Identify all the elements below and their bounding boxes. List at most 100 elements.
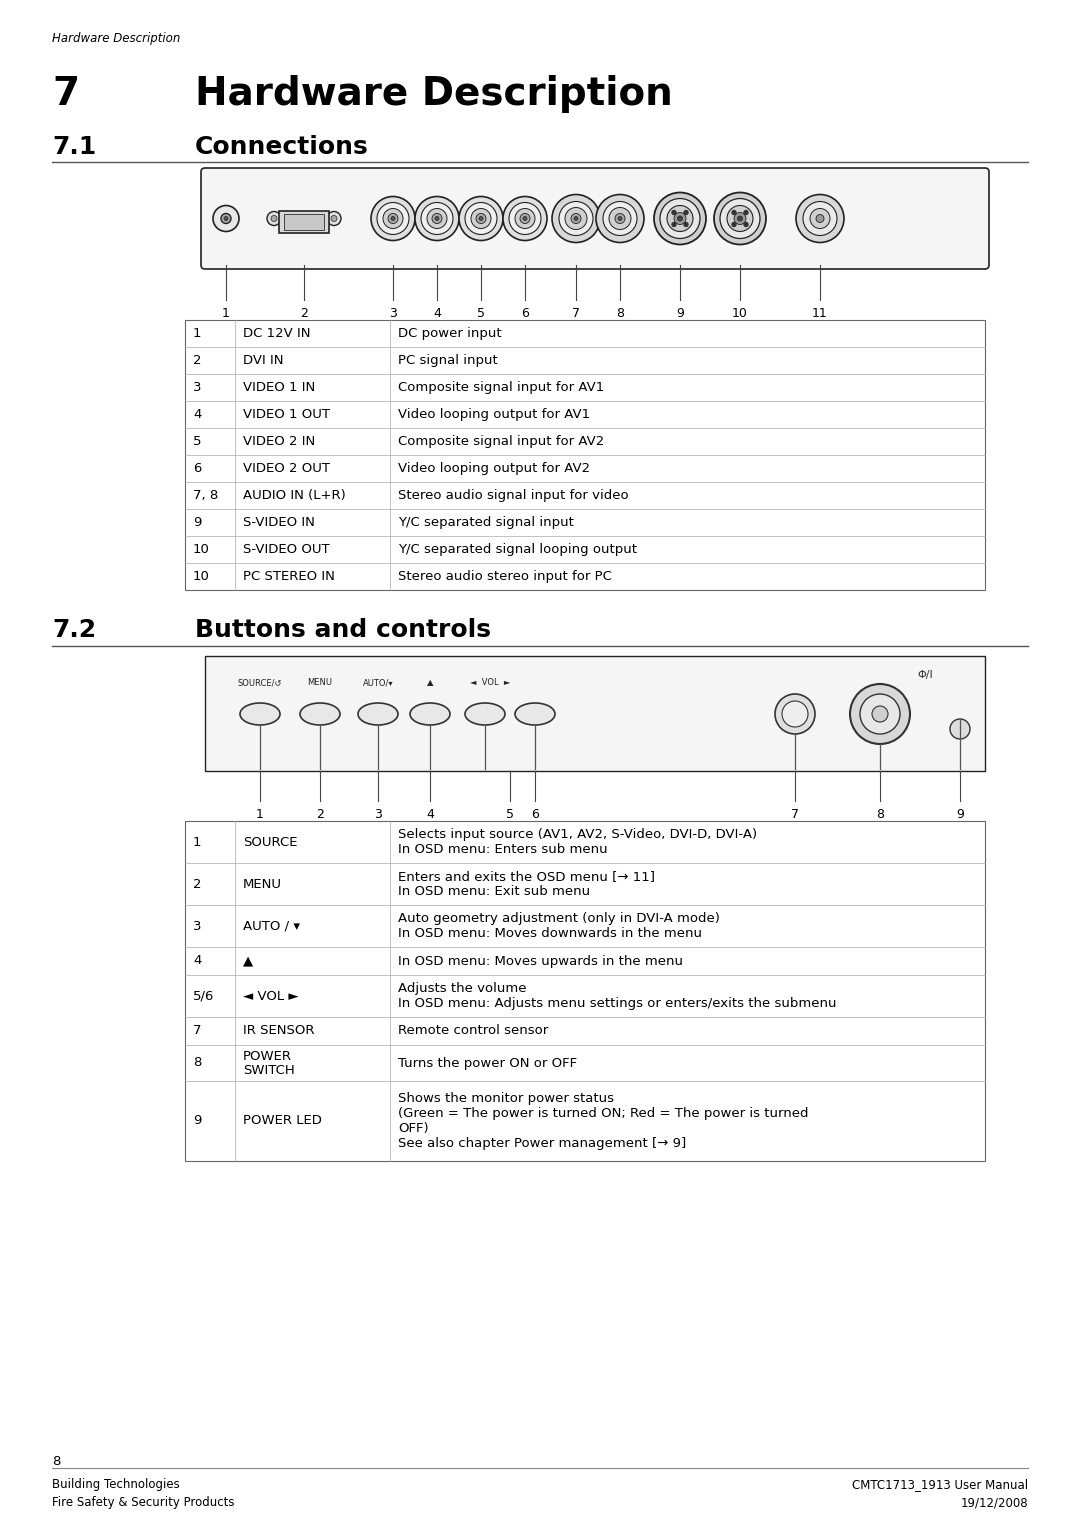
Text: 3: 3 bbox=[193, 919, 202, 933]
Text: Adjusts the volume: Adjusts the volume bbox=[399, 982, 527, 996]
Circle shape bbox=[515, 209, 535, 229]
Circle shape bbox=[432, 214, 442, 223]
Text: 1: 1 bbox=[222, 307, 230, 321]
Circle shape bbox=[615, 214, 625, 223]
Circle shape bbox=[427, 209, 447, 229]
Circle shape bbox=[684, 211, 688, 214]
Text: 9: 9 bbox=[676, 307, 684, 321]
Text: VIDEO 1 IN: VIDEO 1 IN bbox=[243, 382, 315, 394]
Text: 10: 10 bbox=[193, 570, 210, 583]
Text: 3: 3 bbox=[389, 307, 397, 321]
Circle shape bbox=[327, 212, 341, 226]
Circle shape bbox=[782, 701, 808, 727]
Circle shape bbox=[471, 209, 491, 229]
Text: PC signal input: PC signal input bbox=[399, 354, 498, 366]
Circle shape bbox=[213, 206, 239, 232]
Text: 6: 6 bbox=[193, 463, 201, 475]
Circle shape bbox=[224, 217, 228, 220]
Text: 9: 9 bbox=[193, 516, 201, 528]
Text: 11: 11 bbox=[812, 307, 828, 321]
Text: Shows the monitor power status: Shows the monitor power status bbox=[399, 1092, 615, 1106]
Circle shape bbox=[734, 212, 746, 224]
Text: S-VIDEO OUT: S-VIDEO OUT bbox=[243, 544, 329, 556]
Text: 4: 4 bbox=[433, 307, 441, 321]
Circle shape bbox=[654, 192, 706, 244]
Circle shape bbox=[744, 223, 748, 226]
Text: In OSD menu: Moves upwards in the menu: In OSD menu: Moves upwards in the menu bbox=[399, 954, 683, 968]
Text: VIDEO 2 OUT: VIDEO 2 OUT bbox=[243, 463, 330, 475]
Text: 7: 7 bbox=[193, 1025, 202, 1037]
Circle shape bbox=[503, 197, 546, 240]
Text: ▲: ▲ bbox=[427, 678, 433, 687]
Text: Φ/I: Φ/I bbox=[917, 670, 933, 680]
Text: 8: 8 bbox=[52, 1455, 60, 1467]
Circle shape bbox=[571, 214, 581, 223]
Text: 4: 4 bbox=[427, 808, 434, 822]
Circle shape bbox=[677, 215, 683, 221]
Circle shape bbox=[609, 208, 631, 229]
Text: Building Technologies: Building Technologies bbox=[52, 1478, 179, 1490]
Text: In OSD menu: Adjusts menu settings or enters/exits the submenu: In OSD menu: Adjusts menu settings or en… bbox=[399, 997, 837, 1009]
Text: 2: 2 bbox=[193, 878, 202, 890]
Text: 10: 10 bbox=[732, 307, 748, 321]
Text: OFF): OFF) bbox=[399, 1122, 429, 1135]
Text: IR SENSOR: IR SENSOR bbox=[243, 1025, 314, 1037]
Text: Fire Safety & Security Products: Fire Safety & Security Products bbox=[52, 1496, 234, 1509]
Text: POWER LED: POWER LED bbox=[243, 1115, 322, 1127]
Text: 5: 5 bbox=[507, 808, 514, 822]
Text: ▲: ▲ bbox=[243, 954, 253, 968]
Circle shape bbox=[684, 223, 688, 226]
Circle shape bbox=[476, 214, 486, 223]
Text: 5: 5 bbox=[193, 435, 202, 447]
Text: Buttons and controls: Buttons and controls bbox=[195, 618, 491, 641]
Circle shape bbox=[565, 208, 588, 229]
Text: SOURCE/↺: SOURCE/↺ bbox=[238, 678, 282, 687]
Text: 9: 9 bbox=[193, 1115, 201, 1127]
Circle shape bbox=[221, 214, 231, 223]
Text: 8: 8 bbox=[876, 808, 885, 822]
Ellipse shape bbox=[515, 702, 555, 725]
Circle shape bbox=[596, 194, 644, 243]
Ellipse shape bbox=[357, 702, 399, 725]
Text: MENU: MENU bbox=[308, 678, 333, 687]
Bar bbox=[205, 657, 985, 771]
Bar bbox=[284, 214, 324, 229]
Text: MENU: MENU bbox=[243, 878, 282, 890]
Text: 7, 8: 7, 8 bbox=[193, 489, 218, 502]
Text: Hardware Description: Hardware Description bbox=[195, 75, 673, 113]
Text: 2: 2 bbox=[316, 808, 324, 822]
Circle shape bbox=[950, 719, 970, 739]
Text: SWITCH: SWITCH bbox=[243, 1063, 295, 1077]
Circle shape bbox=[672, 211, 676, 214]
Text: 3: 3 bbox=[193, 382, 202, 394]
Text: Stereo audio stereo input for PC: Stereo audio stereo input for PC bbox=[399, 570, 612, 583]
Text: 19/12/2008: 19/12/2008 bbox=[960, 1496, 1028, 1509]
Circle shape bbox=[667, 206, 693, 232]
Text: 5/6: 5/6 bbox=[193, 989, 214, 1003]
Circle shape bbox=[573, 217, 578, 220]
Circle shape bbox=[435, 217, 438, 220]
Text: Composite signal input for AV2: Composite signal input for AV2 bbox=[399, 435, 604, 447]
Ellipse shape bbox=[240, 702, 280, 725]
Text: Turns the power ON or OFF: Turns the power ON or OFF bbox=[399, 1057, 577, 1069]
Text: Y/C separated signal input: Y/C separated signal input bbox=[399, 516, 573, 528]
Circle shape bbox=[720, 199, 760, 238]
Text: AUTO / ▾: AUTO / ▾ bbox=[243, 919, 300, 933]
Circle shape bbox=[618, 217, 622, 220]
Bar bbox=[185, 321, 985, 589]
Bar bbox=[210, 176, 981, 261]
Text: See also chapter Power management [→ 9]: See also chapter Power management [→ 9] bbox=[399, 1138, 686, 1150]
Circle shape bbox=[388, 214, 399, 223]
Text: SOURCE: SOURCE bbox=[243, 835, 297, 849]
Text: 7: 7 bbox=[791, 808, 799, 822]
Text: ◄  VOL  ►: ◄ VOL ► bbox=[470, 678, 510, 687]
Circle shape bbox=[796, 194, 843, 243]
Circle shape bbox=[271, 215, 276, 221]
Circle shape bbox=[732, 223, 735, 226]
Text: VIDEO 2 IN: VIDEO 2 IN bbox=[243, 435, 315, 447]
Text: 1: 1 bbox=[193, 327, 202, 341]
Text: PC STEREO IN: PC STEREO IN bbox=[243, 570, 335, 583]
Circle shape bbox=[872, 705, 888, 722]
Circle shape bbox=[860, 693, 900, 734]
Circle shape bbox=[727, 206, 753, 232]
